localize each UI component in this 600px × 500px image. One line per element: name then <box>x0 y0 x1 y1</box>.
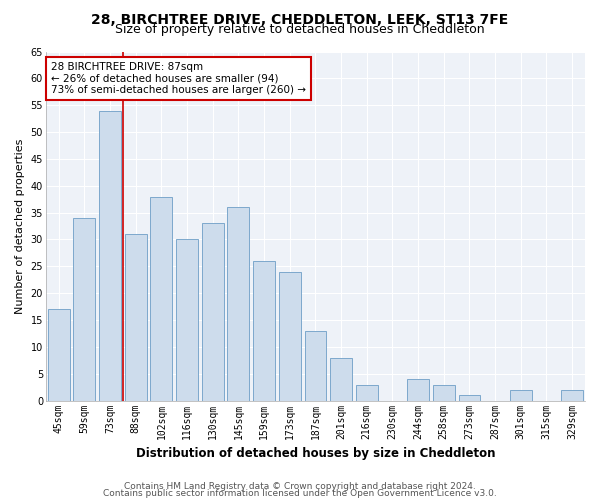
Text: 28 BIRCHTREE DRIVE: 87sqm
← 26% of detached houses are smaller (94)
73% of semi-: 28 BIRCHTREE DRIVE: 87sqm ← 26% of detac… <box>51 62 306 95</box>
Bar <box>279 272 301 400</box>
Bar <box>305 331 326 400</box>
Bar <box>99 110 121 401</box>
Bar <box>330 358 352 401</box>
X-axis label: Distribution of detached houses by size in Cheddleton: Distribution of detached houses by size … <box>136 447 495 460</box>
Bar <box>73 218 95 400</box>
Bar <box>458 396 481 400</box>
Bar <box>433 384 455 400</box>
Y-axis label: Number of detached properties: Number of detached properties <box>15 138 25 314</box>
Bar <box>253 261 275 400</box>
Bar <box>176 240 198 400</box>
Text: Size of property relative to detached houses in Cheddleton: Size of property relative to detached ho… <box>115 22 485 36</box>
Text: 28, BIRCHTREE DRIVE, CHEDDLETON, LEEK, ST13 7FE: 28, BIRCHTREE DRIVE, CHEDDLETON, LEEK, S… <box>91 12 509 26</box>
Text: Contains public sector information licensed under the Open Government Licence v3: Contains public sector information licen… <box>103 490 497 498</box>
Text: Contains HM Land Registry data © Crown copyright and database right 2024.: Contains HM Land Registry data © Crown c… <box>124 482 476 491</box>
Bar <box>510 390 532 400</box>
Bar <box>356 384 377 400</box>
Bar <box>151 196 172 400</box>
Bar <box>561 390 583 400</box>
Bar <box>407 379 429 400</box>
Bar <box>48 310 70 400</box>
Bar <box>202 224 224 400</box>
Bar <box>227 208 250 400</box>
Bar <box>125 234 146 400</box>
